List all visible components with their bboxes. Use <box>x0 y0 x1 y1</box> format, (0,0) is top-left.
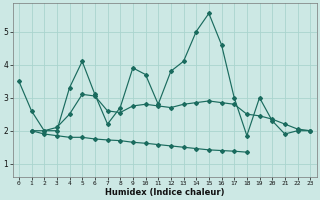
X-axis label: Humidex (Indice chaleur): Humidex (Indice chaleur) <box>105 188 224 197</box>
